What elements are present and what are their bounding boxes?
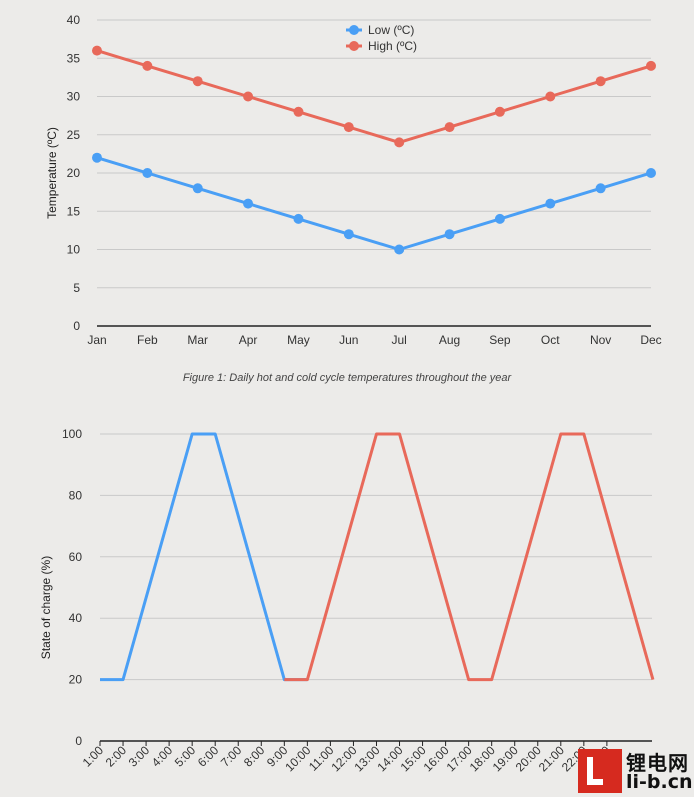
- x-tick-label: 10:00: [282, 743, 313, 774]
- x-tick-label: Jun: [339, 333, 358, 347]
- x-tick-label: 21:00: [536, 743, 567, 774]
- data-point: [394, 137, 405, 148]
- x-tick-label: Mar: [187, 333, 208, 347]
- y-tick-label: 60: [69, 550, 83, 564]
- data-point: [243, 91, 254, 102]
- data-point: [192, 76, 203, 87]
- data-point: [444, 122, 455, 133]
- x-tick-label: 18:00: [467, 743, 498, 774]
- x-tick-label: 16:00: [421, 743, 452, 774]
- x-tick-label: Sep: [489, 333, 511, 347]
- legend-swatch-marker: [349, 41, 359, 51]
- data-point: [192, 183, 203, 194]
- data-point: [646, 168, 656, 178]
- series-line: [96, 49, 652, 144]
- x-tick-label: 6:00: [195, 743, 222, 770]
- data-point: [545, 198, 556, 209]
- data-point: [142, 168, 153, 178]
- x-tick-label: Jan: [87, 333, 106, 347]
- x-tick-label: May: [287, 333, 310, 347]
- x-tick-label: 19:00: [490, 743, 521, 774]
- x-tick-label: Aug: [439, 333, 460, 347]
- y-tick-label: 0: [73, 319, 80, 333]
- data-point: [293, 213, 304, 224]
- data-point: [343, 122, 354, 133]
- y-tick-label: 40: [69, 611, 83, 625]
- x-tick-label: 2:00: [103, 743, 130, 770]
- x-tick-label: Jul: [392, 333, 407, 347]
- y-tick-label: 20: [69, 673, 83, 687]
- x-tick-label: 5:00: [172, 743, 199, 770]
- y-tick-label: 30: [67, 90, 81, 104]
- x-tick-label: 13:00: [351, 743, 382, 774]
- data-point: [646, 60, 656, 71]
- watermark-url: li-b.cn: [626, 771, 693, 793]
- y-axis-title: Temperature (ºC): [45, 127, 59, 219]
- data-point: [595, 183, 606, 194]
- series-line: [96, 156, 652, 251]
- x-tick-label: 20:00: [513, 743, 544, 774]
- data-point: [545, 91, 556, 102]
- y-tick-label: 20: [67, 166, 81, 180]
- y-tick-label: 0: [75, 734, 82, 748]
- data-point: [343, 229, 354, 240]
- temperature-chart: 0 5 10 15 20 25 30 35 40 Jan Feb Mar Apr May Jun Jul Aug…: [45, 13, 662, 347]
- x-tick-label: Apr: [239, 333, 258, 347]
- data-point: [293, 106, 304, 117]
- data-point: [444, 229, 455, 240]
- y-tick-label: 80: [69, 488, 83, 502]
- x-tick-label: Nov: [590, 333, 611, 347]
- x-tick-label: 15:00: [398, 743, 429, 774]
- x-tick-label: 7:00: [218, 743, 245, 770]
- y-axis-title: State of charge (%): [39, 556, 53, 659]
- x-tick-label: Feb: [137, 333, 158, 347]
- li-logo-icon: [578, 749, 622, 793]
- x-tick-label: 17:00: [444, 743, 475, 774]
- series-line: [284, 432, 655, 682]
- y-tick-label: 10: [67, 243, 81, 257]
- x-tick-label: 12:00: [328, 743, 359, 774]
- figure-caption: Figure 1: Daily hot and cold cycle tempe…: [182, 372, 512, 384]
- data-point: [92, 152, 102, 163]
- data-point: [243, 198, 254, 209]
- legend-label: High (ºC): [368, 39, 417, 53]
- legend-swatch-marker: [349, 25, 359, 35]
- x-tick-label: 4:00: [149, 743, 176, 770]
- data-point: [494, 213, 505, 224]
- y-tick-label: 5: [73, 281, 80, 295]
- y-tick-label: 40: [67, 13, 81, 27]
- watermark-logo: 锂电网 li-b.cn: [578, 745, 694, 797]
- x-tick-label: 1:00: [80, 743, 107, 770]
- y-tick-label: 25: [67, 128, 81, 142]
- y-tick-label: 100: [62, 427, 82, 441]
- y-tick-label: 15: [67, 204, 81, 218]
- legend-label: Low (ºC): [368, 23, 414, 37]
- data-point: [394, 244, 405, 255]
- x-tick-label: 8:00: [241, 743, 268, 770]
- x-tick-label: Oct: [541, 333, 560, 347]
- data-point: [595, 76, 606, 87]
- data-point: [92, 45, 102, 56]
- watermark-chinese: 锂电网: [626, 751, 689, 775]
- data-point: [494, 106, 505, 117]
- data-point: [142, 60, 153, 71]
- y-tick-label: 35: [67, 51, 81, 65]
- x-tick-label: Dec: [640, 333, 661, 347]
- x-tick-label: 14:00: [375, 743, 406, 774]
- x-tick-label: 3:00: [126, 743, 153, 770]
